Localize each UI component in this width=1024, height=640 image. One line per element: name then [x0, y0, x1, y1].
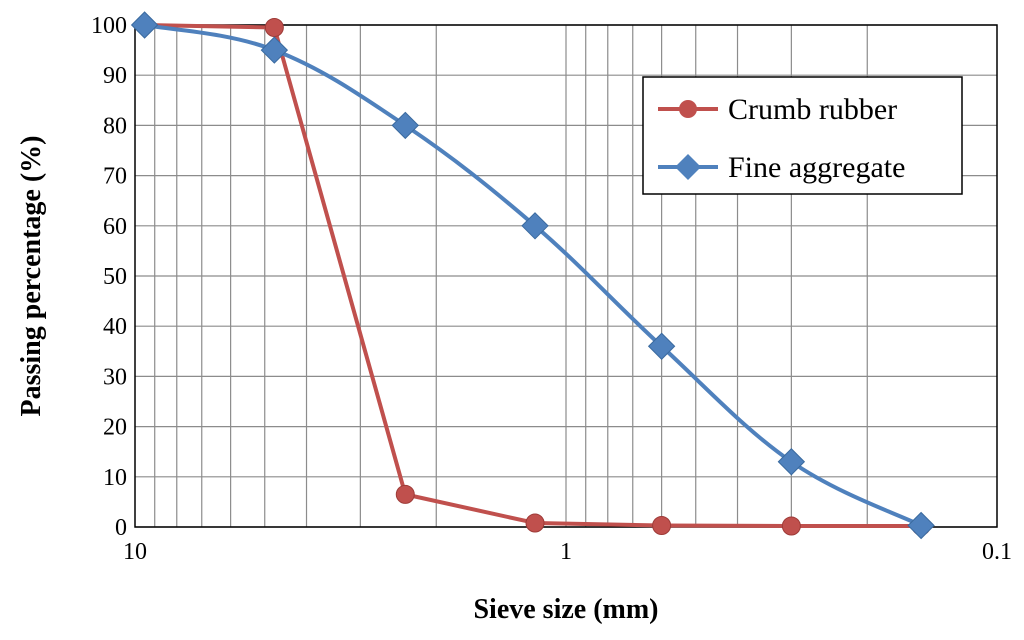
y-tick-label: 20 — [103, 415, 127, 441]
x-axis-title: Sieve size (mm) — [473, 594, 658, 625]
data-point — [260, 36, 289, 64]
data-point — [264, 18, 284, 38]
legend-marker-crumb-rubber — [679, 100, 697, 118]
data-point — [525, 513, 545, 533]
legend-label-crumb-rubber: Crumb rubber — [728, 93, 897, 126]
data-point — [907, 511, 935, 540]
legend-label-fine-aggregate: Fine aggregate — [728, 151, 905, 184]
data-point — [652, 515, 672, 535]
x-tick-label: 0.1 — [982, 539, 1012, 565]
x-tick-label: 10 — [123, 539, 147, 565]
legend: Crumb rubber Fine aggregate — [642, 76, 963, 195]
data-point — [781, 516, 801, 536]
data-point — [391, 111, 419, 140]
series-layer — [130, 11, 935, 540]
y-tick-label: 10 — [103, 465, 127, 491]
y-tick-label: 70 — [103, 164, 127, 190]
x-tick-label: 1 — [560, 539, 572, 565]
y-axis-title: Passing percentage (%) — [16, 136, 47, 417]
plot-area-frame — [134, 24, 998, 528]
y-tick-label: 40 — [103, 314, 127, 340]
data-point — [130, 11, 159, 39]
legend-box — [642, 76, 963, 195]
y-tick-label: 100 — [91, 13, 127, 39]
y-tick-label: 30 — [103, 364, 127, 390]
data-point — [777, 448, 806, 476]
y-tick-label: 0 — [115, 515, 127, 541]
data-point — [647, 332, 676, 360]
y-tick-label: 90 — [103, 63, 127, 89]
data-point — [395, 484, 415, 504]
y-tick-label: 60 — [103, 214, 127, 240]
y-tick-label: 80 — [103, 113, 127, 139]
data-point — [521, 212, 549, 240]
y-tick-label: 50 — [103, 264, 127, 290]
legend-marker-fine-aggregate — [675, 154, 701, 180]
series-fine-aggregate — [130, 11, 935, 540]
